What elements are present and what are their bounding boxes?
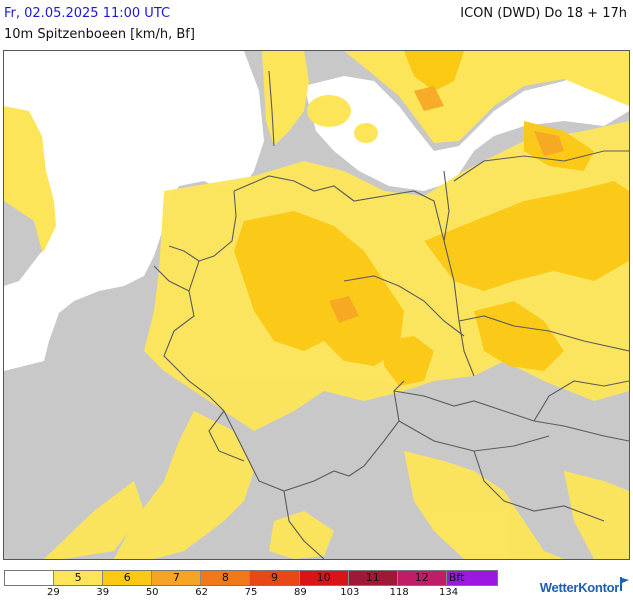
legend-tick-label: 134 (439, 587, 459, 598)
legend-tick-label: 50 (145, 587, 159, 598)
legend-class: 7 (152, 571, 202, 585)
legend-tick-label: 75 (244, 587, 258, 598)
model-run: ICON (DWD) Do 18 + 17h (460, 6, 627, 21)
legend-class: 6 (103, 571, 153, 585)
sea-areas (4, 51, 629, 371)
valid-time: Fr, 02.05.2025 11:00 UTC (4, 6, 171, 21)
legend-class: 11 (348, 571, 398, 585)
brand-logo-text: WetterKontor (539, 580, 620, 595)
legend-tick-label: 89 (294, 587, 307, 598)
legend-tick-label: 62 (195, 587, 208, 598)
legend-tick-label: 39 (96, 587, 110, 598)
legend-tick-label: 29 (47, 587, 60, 598)
legend-class: 10 (299, 571, 349, 585)
legend-tick-label: 103 (340, 587, 360, 598)
legend-class: 12 (397, 571, 447, 585)
legend-class: Bft (446, 571, 497, 585)
legend-class: 8 (201, 571, 251, 585)
gust-bf5 (44, 121, 629, 559)
wind-gust-map (3, 50, 630, 560)
legend-class: 9 (250, 571, 300, 585)
scandinavia-land (262, 51, 309, 146)
parameter-title: 10m Spitzenboeen [km/h, Bf] (4, 27, 195, 42)
legend-ticks: 29 39 50 62 75 89 103 118 134 (4, 587, 498, 600)
legend-class (5, 571, 55, 585)
legend-tick-label: 118 (389, 587, 409, 598)
legend-class: 5 (54, 571, 104, 585)
gust-bf7 (329, 86, 564, 323)
brand-flag-icon (620, 577, 629, 591)
country-borders (153, 70, 629, 559)
wind-scale-legend: 5 6 7 8 9 10 11 12 Bft (4, 570, 498, 586)
